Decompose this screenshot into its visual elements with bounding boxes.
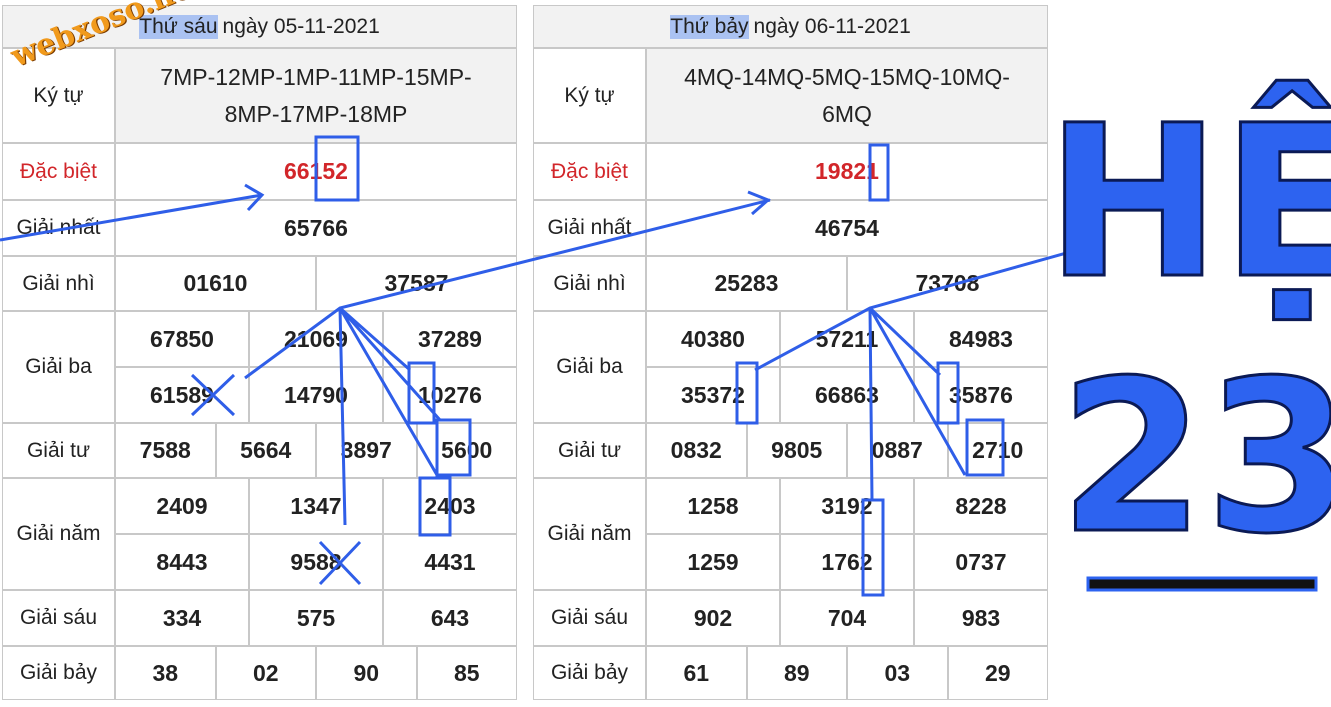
prize-number: 19821: [646, 143, 1048, 200]
box: [868, 143, 890, 202]
prize-number: 334: [115, 590, 249, 646]
row-label: Giải nhất: [2, 200, 115, 256]
badge-underline: [1086, 576, 1318, 592]
row-label: Giải tư: [2, 423, 115, 478]
prize-number: 46754: [646, 200, 1048, 256]
row-label: Giải sáu: [2, 590, 115, 646]
lines: [338, 306, 442, 526]
row-label: Giải sáu: [533, 590, 646, 646]
box: [861, 498, 885, 597]
lines: [868, 306, 967, 501]
box: [435, 418, 472, 477]
prize-number: 0737: [914, 534, 1048, 590]
box: [735, 361, 759, 425]
prize-number: 983: [914, 590, 1048, 646]
prize-number: 575: [249, 590, 383, 646]
prize-number: 85: [416, 646, 517, 700]
prize-number: 03: [847, 646, 948, 700]
header-date: ngày 05-11-2021: [222, 14, 380, 38]
prize-number: 643: [383, 590, 517, 646]
prize-number: 66863: [780, 367, 914, 423]
badge-line1: HỆ: [1045, 80, 1331, 325]
prize-number: 38: [115, 646, 216, 700]
box: [407, 361, 436, 425]
prize-number: 35372: [646, 367, 780, 423]
prize-number: 704: [780, 590, 914, 646]
row-label: Ký tự: [533, 48, 646, 143]
prize-number: 61: [646, 646, 747, 700]
prize-number: 0832: [646, 423, 747, 478]
row-label: Giải năm: [2, 478, 115, 590]
header-day: Thứ bảy: [670, 14, 749, 39]
box: [418, 476, 452, 537]
table-header: Thứ bảy ngày 06-11-2021: [533, 5, 1048, 48]
row-label: Ký tự: [2, 48, 115, 143]
prize-number: 90: [316, 646, 417, 700]
annotation-lines: [0, 135, 1097, 597]
prize-number: 35876: [914, 367, 1048, 423]
prize-number: 8443: [115, 534, 249, 590]
badge-line2: 23: [1059, 335, 1331, 580]
prize-number: 8228: [914, 478, 1048, 534]
arrow: [754, 236, 1097, 372]
header-date: ngày 06-11-2021: [753, 14, 911, 38]
prize-number: 29: [947, 646, 1048, 700]
box: [965, 418, 1005, 477]
prize-number: 02: [215, 646, 316, 700]
prize-number: 2409: [115, 478, 249, 534]
prize-number: 1259: [646, 534, 780, 590]
prize-number: 57211: [780, 311, 914, 367]
row-label: Giải năm: [533, 478, 646, 590]
prize-number: 5664: [215, 423, 316, 478]
prize-number: 1347: [249, 478, 383, 534]
prize-number: 89: [746, 646, 847, 700]
row-label: Giải ba: [2, 311, 115, 423]
prize-number: 2710: [947, 423, 1048, 478]
prize-number: 37289: [383, 311, 517, 367]
row-label: Giải nhì: [2, 256, 115, 311]
row-label: Giải ba: [533, 311, 646, 423]
prize-number: 84983: [914, 311, 1048, 367]
prize-number: 0887: [847, 423, 948, 478]
prize-number: 9805: [746, 423, 847, 478]
prize-number: 5600: [416, 423, 517, 478]
prize-number: 21069: [249, 311, 383, 367]
prize-number: 3897: [316, 423, 417, 478]
box: [314, 135, 360, 202]
row-label: Giải bảy: [533, 646, 646, 700]
box: [936, 361, 960, 425]
arrow: [244, 190, 771, 380]
row-label: Giải nhì: [533, 256, 646, 311]
serial: 4MQ-14MQ-5MQ-15MQ-10MQ-6MQ: [646, 48, 1048, 143]
row-label: Giải bảy: [2, 646, 115, 700]
row-label: Đặc biệt: [2, 143, 115, 200]
row-label: Đặc biệt: [533, 143, 646, 200]
prize-number: 14790: [249, 367, 383, 423]
prize-number: 67850: [115, 311, 249, 367]
arrow: [0, 183, 265, 242]
row-label: Giải tư: [533, 423, 646, 478]
table-header: Thứ sáu ngày 05-11-2021: [2, 5, 517, 48]
prize-number: 1258: [646, 478, 780, 534]
header-day: Thứ sáu: [139, 14, 218, 39]
serial: 7MP-12MP-1MP-11MP-15MP-8MP-17MP-18MP: [115, 48, 517, 143]
prize-number: 902: [646, 590, 780, 646]
prize-number: 7588: [115, 423, 216, 478]
cross: [190, 373, 362, 586]
prize-number: 10276: [383, 367, 517, 423]
prize-number: 4431: [383, 534, 517, 590]
prize-number: 01610: [115, 256, 316, 311]
prize-number: 25283: [646, 256, 847, 311]
prize-number: 40380: [646, 311, 780, 367]
